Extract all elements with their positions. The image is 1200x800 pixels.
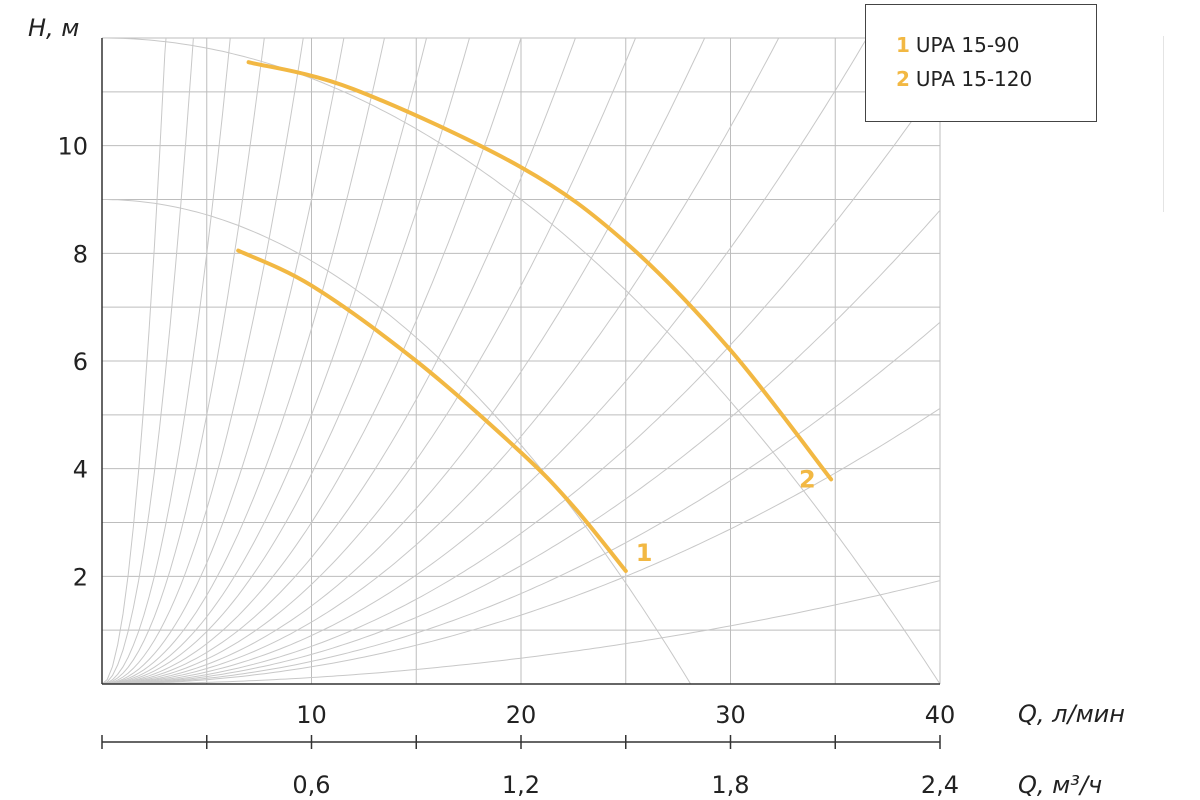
limit-curve — [102, 38, 940, 684]
system-curve — [102, 209, 940, 684]
series-number-label-1: 1 — [636, 539, 653, 567]
limit-curves — [102, 38, 940, 684]
series: 12 — [236, 60, 834, 573]
series-line-1 — [236, 248, 628, 573]
tick-labels: 10 20 30 40 0,6 1,2 1,8 2,4 2 4 6 8 10 — [57, 133, 959, 799]
system-curve — [102, 38, 194, 684]
y-tick-label: 8 — [73, 240, 88, 268]
series-number-label-2: 2 — [799, 465, 816, 493]
system-curve — [102, 407, 940, 684]
system-curve — [102, 38, 385, 684]
system-curve — [102, 38, 576, 684]
system-curve — [102, 38, 428, 684]
system-curve — [102, 38, 231, 684]
legend-item-1: 1 UPA 15-90 — [896, 33, 1020, 57]
system-curve — [102, 38, 706, 684]
system-curve — [102, 38, 167, 684]
y-tick-label: 10 — [57, 133, 88, 161]
system-curve — [102, 38, 522, 684]
x-axis-title: Q, л/мин — [1018, 700, 1125, 728]
legend-number-1: 1 — [896, 33, 910, 57]
x2-tick-label: 0,6 — [292, 771, 330, 799]
x-tick-label: 10 — [296, 701, 327, 729]
legend-label-1: UPA 15-90 — [915, 33, 1020, 57]
y-tick-label: 4 — [73, 456, 88, 484]
system-curve — [102, 38, 868, 684]
limit-curve — [102, 199, 692, 684]
y-tick-label: 2 — [73, 563, 88, 591]
system-curve — [102, 38, 304, 684]
system-curve — [102, 38, 265, 684]
legend: 1 UPA 15-90 2 UPA 15-120 — [865, 4, 1097, 122]
x2-tick-label: 1,8 — [711, 771, 749, 799]
y-tick-label: 6 — [73, 348, 88, 376]
x-tick-label: 20 — [506, 701, 537, 729]
axes — [101, 38, 941, 749]
system-curve — [102, 580, 940, 684]
system-curves — [102, 38, 940, 684]
x-tick-label: 40 — [925, 701, 956, 729]
y-axis-title: H, м — [28, 14, 79, 42]
system-curve — [102, 38, 345, 684]
system-curve — [102, 38, 637, 684]
legend-item-2: 2 UPA 15-120 — [896, 67, 1032, 91]
x-tick-label: 30 — [715, 701, 746, 729]
legend-label-2: UPA 15-120 — [915, 67, 1033, 91]
x2-tick-label: 1,2 — [502, 771, 540, 799]
x2-tick-label: 2,4 — [921, 771, 959, 799]
system-curve — [102, 38, 780, 684]
system-curve — [102, 321, 940, 684]
edge-divider — [1163, 36, 1164, 212]
legend-number-2: 2 — [896, 67, 910, 91]
system-curve — [102, 80, 940, 684]
system-curve — [102, 38, 470, 684]
x2-axis-title: Q, м³/ч — [1018, 771, 1102, 799]
series-line-2 — [246, 60, 834, 482]
